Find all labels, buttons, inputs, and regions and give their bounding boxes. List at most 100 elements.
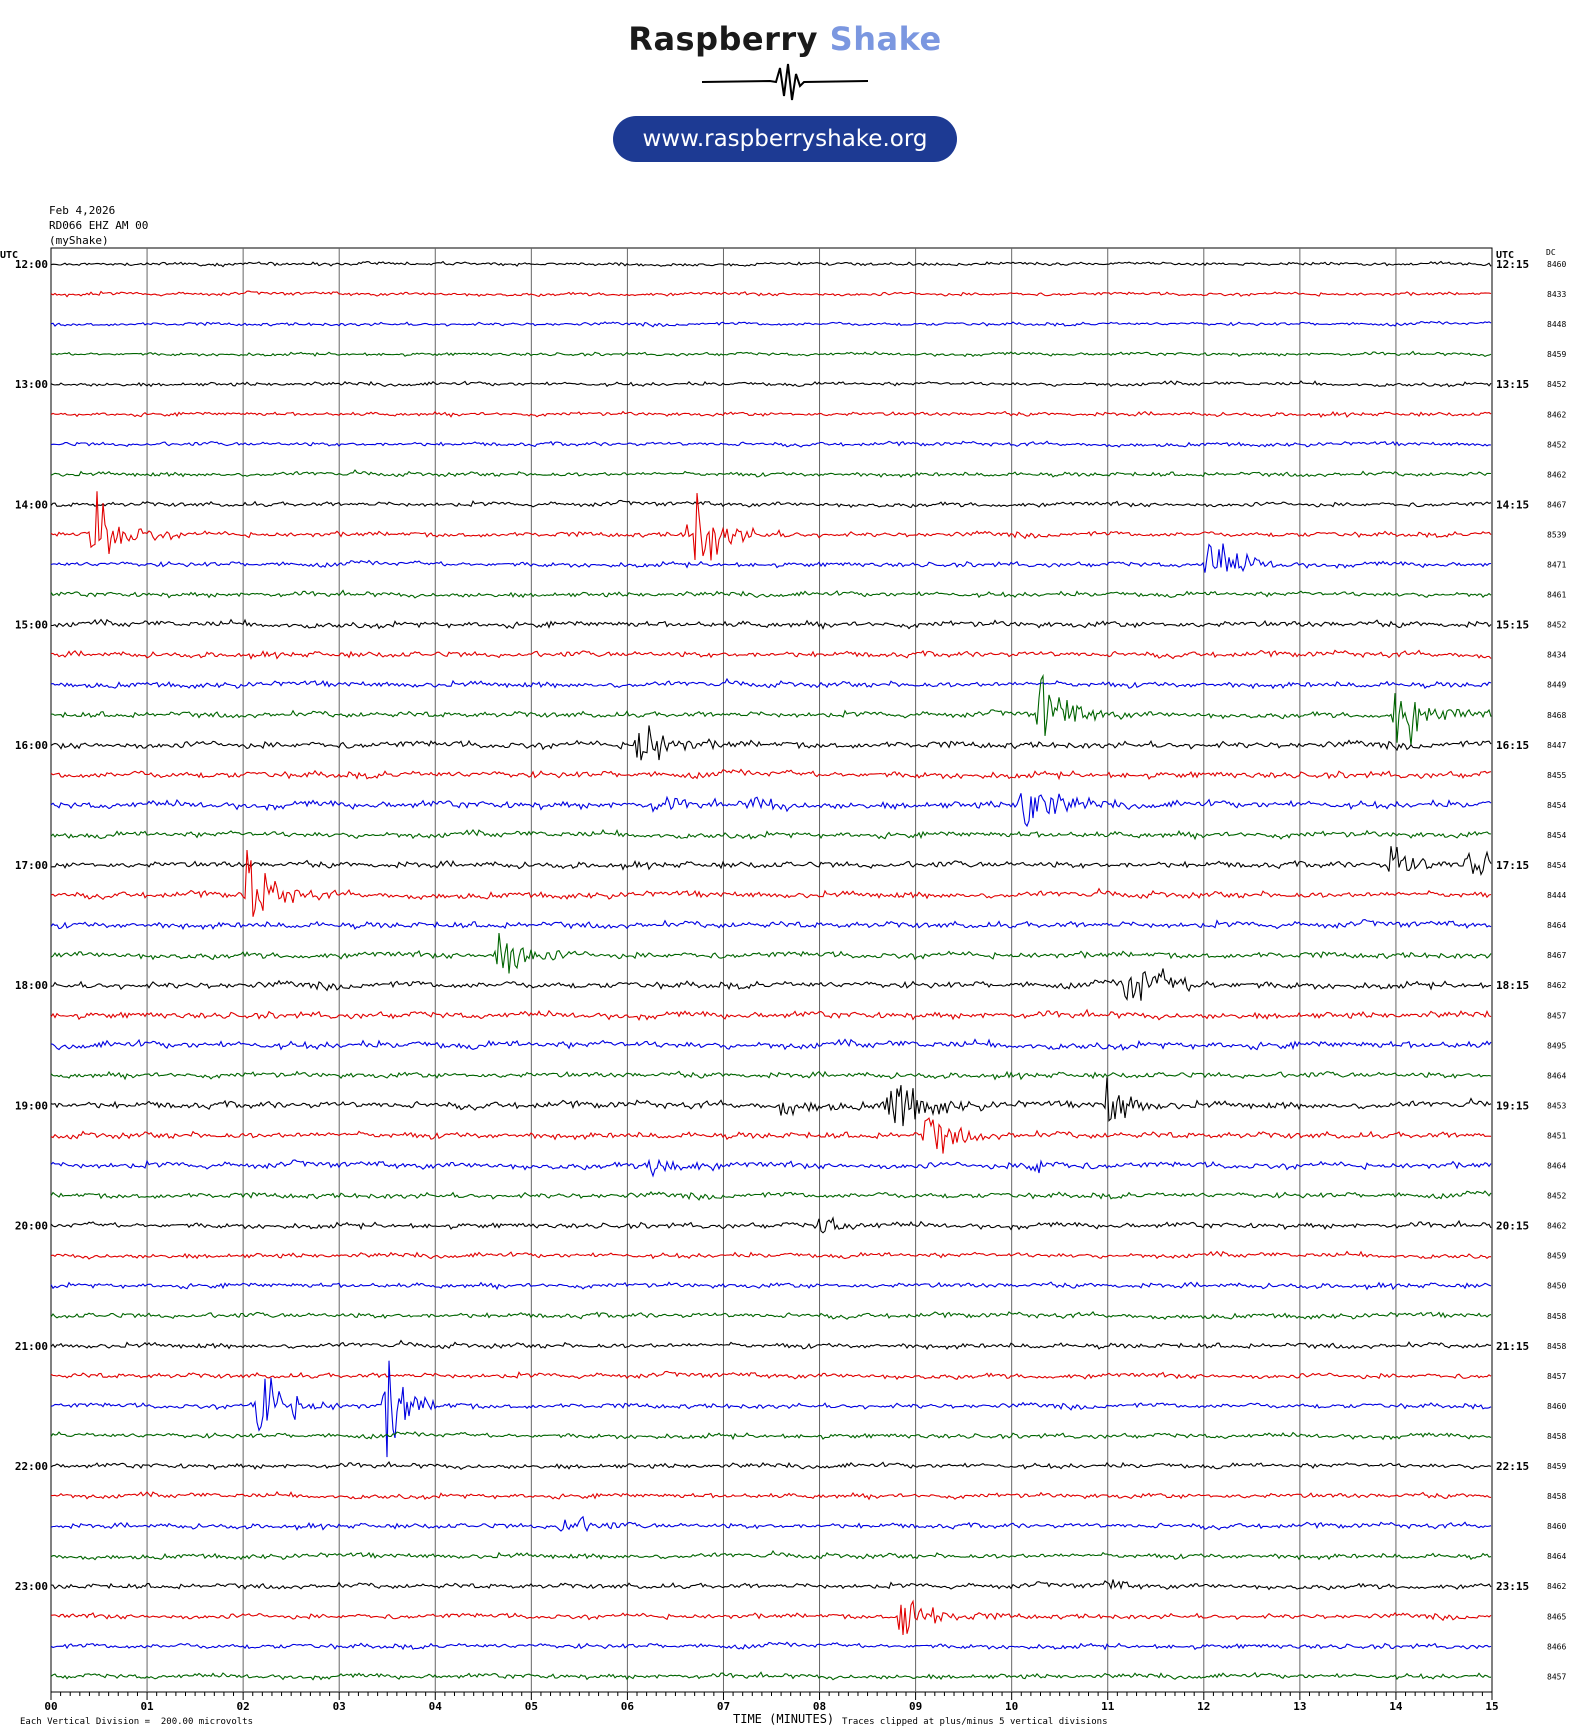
seismic-trace: [50, 846, 1492, 876]
right-hour-label: 23:15: [1496, 1580, 1529, 1593]
dc-value-label: 8444: [1547, 891, 1566, 900]
dc-value-label: 8467: [1547, 500, 1566, 509]
left-hour-label: 12:00: [15, 258, 48, 271]
x-tick-label: 06: [621, 1700, 635, 1713]
dc-label: DC: [1546, 248, 1556, 257]
dc-value-label: 8462: [1547, 1582, 1566, 1591]
seismic-trace: [50, 1579, 1492, 1591]
dc-value-label: 8462: [1547, 1222, 1566, 1231]
seismic-trace: [50, 1158, 1492, 1178]
x-tick-label: 01: [140, 1700, 154, 1713]
x-tick-label: 10: [1005, 1700, 1018, 1713]
dc-value-label: 8458: [1547, 1312, 1566, 1321]
x-tick-label: 09: [909, 1700, 922, 1713]
x-tick-label: 12: [1197, 1700, 1210, 1713]
dc-value-label: 8468: [1547, 711, 1566, 720]
dc-value-label: 8457: [1547, 1672, 1566, 1681]
dc-value-label: 8448: [1547, 320, 1566, 329]
left-hour-label: 14:00: [15, 498, 48, 511]
x-tick-label: 08: [813, 1700, 826, 1713]
dc-value-label: 8462: [1547, 981, 1566, 990]
seismic-trace: [50, 649, 1492, 660]
clip-note: Traces clipped at plus/minus 5 vertical …: [842, 1717, 1108, 1727]
brand-name-part1: Raspberry: [628, 20, 819, 58]
dc-value-label: 8452: [1547, 380, 1566, 389]
plot-frame: [50, 247, 1493, 1693]
right-hour-label: 18:15: [1496, 979, 1529, 992]
seismic-trace: [50, 350, 1492, 358]
seismic-trace: [50, 968, 1492, 1002]
seismic-trace: [50, 1250, 1491, 1260]
seismic-trace: [50, 499, 1492, 509]
right-hour-label: 22:15: [1496, 1460, 1529, 1473]
dc-value-label: 8458: [1547, 1432, 1566, 1441]
seismic-trace: [50, 1339, 1491, 1350]
right-hour-label: 20:15: [1496, 1220, 1529, 1233]
right-hour-label: 16:15: [1496, 739, 1529, 752]
seismic-trace: [50, 589, 1492, 599]
dc-value-label: 8464: [1547, 1552, 1566, 1561]
seismic-trace: [50, 1216, 1492, 1234]
seismic-trace: [50, 919, 1492, 931]
brand-seismo-icon: [701, 63, 869, 101]
seismic-trace: [50, 1077, 1492, 1127]
seismic-trace: [50, 1008, 1492, 1022]
left-hour-label: 15:00: [15, 619, 48, 632]
left-hour-label: 21:00: [15, 1340, 48, 1353]
seismic-trace: [50, 543, 1492, 573]
right-hour-label: 17:15: [1496, 859, 1529, 872]
brand-logo: Raspberry Shake: [0, 20, 1570, 58]
seismic-trace: [50, 677, 1492, 690]
dc-value-label: 8461: [1547, 591, 1566, 600]
x-tick-label: 14: [1389, 1700, 1403, 1713]
dc-value-label: 8459: [1547, 1252, 1566, 1261]
x-tick-label: 00: [44, 1700, 57, 1713]
seismic-trace: [50, 932, 1492, 974]
x-tick-label: 03: [333, 1700, 346, 1713]
seismic-trace: [50, 1281, 1492, 1291]
website-link[interactable]: www.raspberryshake.org: [613, 116, 957, 162]
x-tick-label: 13: [1293, 1700, 1306, 1713]
seismic-trace: [50, 1360, 1492, 1458]
division-note: Each Vertical Division = 200.00 microvol…: [20, 1717, 253, 1727]
dc-value-label: 8455: [1547, 771, 1566, 780]
seismic-trace: [50, 725, 1492, 761]
dc-value-label: 8465: [1547, 1612, 1566, 1621]
dc-value-label: 8449: [1547, 681, 1566, 690]
right-hour-label: 14:15: [1496, 498, 1529, 511]
x-tick-label: 07: [717, 1700, 730, 1713]
dc-value-label: 8460: [1547, 1402, 1566, 1411]
station-code: RD066 EHZ AM 00: [49, 219, 149, 232]
seismic-trace: [50, 491, 1492, 561]
seismic-trace: [50, 1117, 1492, 1154]
dc-value-label: 8434: [1547, 651, 1566, 660]
dc-value-label: 8447: [1547, 741, 1566, 750]
x-tick-label: 11: [1101, 1700, 1115, 1713]
dc-value-label: 8464: [1547, 1071, 1566, 1080]
right-hour-label: 12:15: [1496, 258, 1529, 271]
dc-value-label: 8458: [1547, 1492, 1566, 1501]
right-hour-label: 15:15: [1496, 619, 1529, 632]
seismic-trace: [50, 1038, 1492, 1051]
x-tick-label: 02: [237, 1700, 250, 1713]
dc-value-label: 8454: [1547, 831, 1566, 840]
left-hour-label: 18:00: [15, 979, 48, 992]
dc-value-label: 8454: [1547, 801, 1566, 810]
seismic-trace: [50, 1671, 1492, 1681]
dc-value-label: 8471: [1547, 561, 1566, 570]
dc-value-label: 8462: [1547, 470, 1566, 479]
dc-value-label: 8453: [1547, 1101, 1566, 1110]
seismic-trace: [50, 1370, 1492, 1381]
left-hour-label: 17:00: [15, 859, 48, 872]
dc-value-label: 8466: [1547, 1642, 1566, 1651]
left-hour-label: 23:00: [15, 1580, 48, 1593]
dc-value-label: 8452: [1547, 440, 1566, 449]
seismic-trace: [50, 1515, 1492, 1533]
dc-value-label: 8460: [1547, 1522, 1566, 1531]
dc-value-label: 8464: [1547, 921, 1566, 930]
dc-value-label: 8460: [1547, 260, 1566, 269]
seismic-trace: [50, 849, 1492, 917]
dc-value-label: 8539: [1547, 530, 1566, 539]
dc-value-label: 8452: [1547, 1192, 1566, 1201]
dc-value-label: 8467: [1547, 951, 1566, 960]
